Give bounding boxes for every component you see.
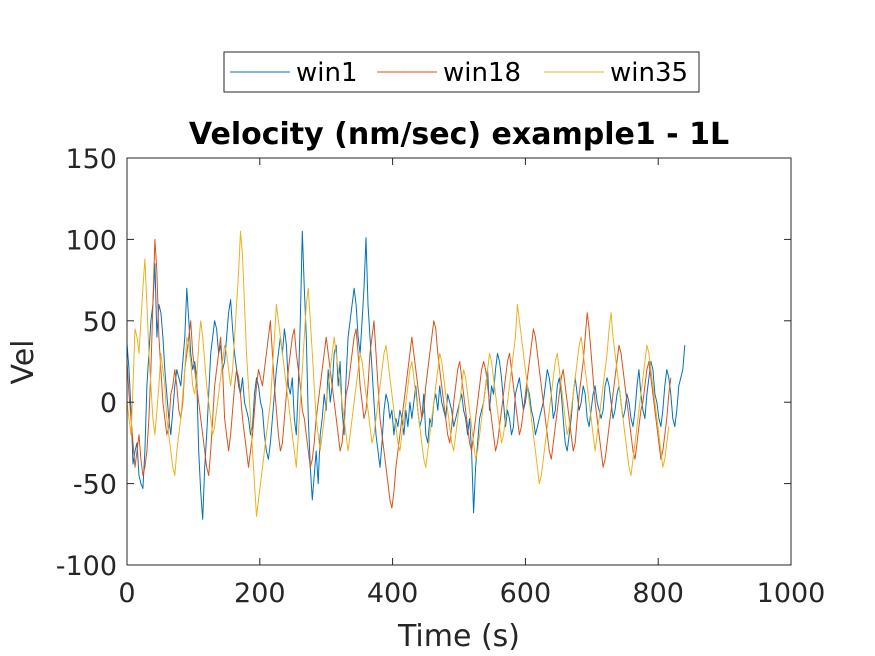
legend: win1 win18 win35 [223,51,700,93]
x-tick-label: 600 [500,578,552,609]
x-tick-label: 400 [367,578,419,609]
plot-area [127,158,791,565]
y-tick-label: -50 [73,470,117,501]
x-tick-label: 200 [234,578,286,609]
series-group [126,230,686,520]
series-line-win1 [126,230,686,520]
y-axis-ticks: -100 -50 0 50 100 150 [56,144,791,582]
x-tick-label: 1000 [757,578,826,609]
y-axis-label: Vel [6,340,41,385]
series-line-win35 [126,230,670,517]
plot-frame [126,157,792,566]
x-axis-ticks: 0 200 400 600 800 1000 [118,158,825,609]
y-tick-label: -100 [56,551,117,582]
y-tick-label: 100 [65,225,117,256]
chart-title: Velocity (nm/sec) example1 - 1L [189,117,729,152]
legend-label-win18: win18 [443,58,521,88]
legend-label-win1: win1 [296,58,358,88]
x-axis-label: Time (s) [397,619,520,654]
y-tick-label: 0 [100,388,117,419]
y-tick-label: 150 [65,144,117,175]
legend-label-win35: win35 [610,58,688,88]
x-tick-label: 800 [632,578,684,609]
x-tick-label: 0 [118,578,135,609]
y-tick-label: 50 [83,307,117,338]
series-line-win18 [126,238,672,509]
legend-box [223,51,700,93]
